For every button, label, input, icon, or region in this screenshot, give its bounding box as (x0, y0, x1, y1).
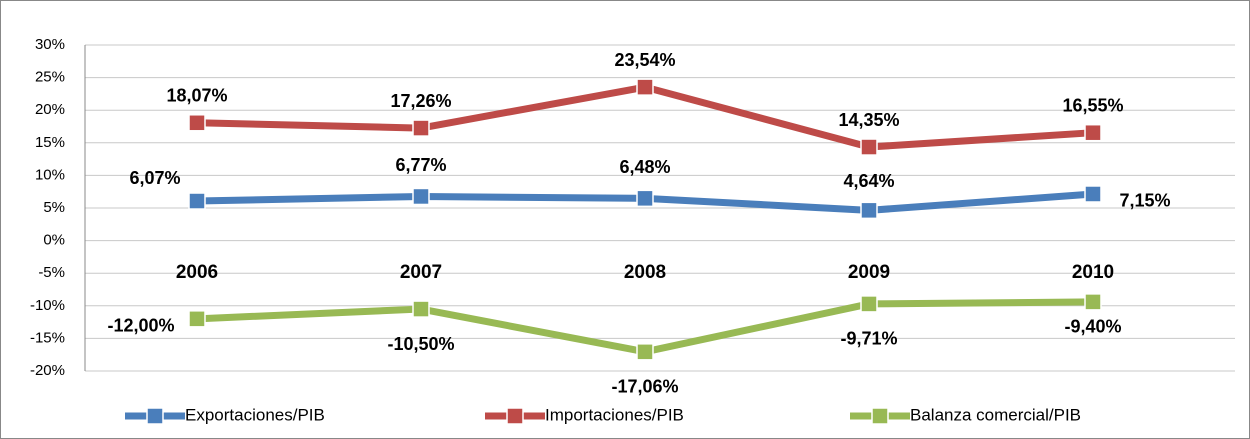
x-tick-label: 2010 (1072, 262, 1114, 283)
x-tick-label: 2006 (176, 262, 218, 283)
data-label: -10,50% (387, 334, 454, 354)
marker (1084, 123, 1102, 142)
marker (412, 300, 430, 318)
data-label: -9,71% (840, 329, 897, 349)
y-tick-label: -10% (30, 297, 65, 314)
legend-label: Balanza comercial/PIB (910, 405, 1081, 424)
marker (412, 187, 430, 206)
y-tick-label: 5% (43, 199, 65, 216)
data-label: 7,15% (1119, 191, 1170, 211)
y-tick-label: 30% (35, 36, 65, 53)
marker (636, 343, 654, 361)
legend-marker (871, 407, 889, 425)
legend-label: Exportaciones/PIB (185, 405, 325, 424)
x-tick-label: 2009 (848, 262, 890, 283)
y-tick-label: -5% (38, 264, 65, 281)
data-label: 14,35% (838, 110, 899, 130)
marker (1084, 293, 1102, 311)
data-label: 23,54% (614, 50, 675, 70)
data-label: -9,40% (1064, 317, 1121, 337)
legend-marker (146, 407, 164, 425)
marker (636, 78, 654, 96)
x-tick-label: 2007 (400, 262, 442, 283)
y-tick-label: -15% (30, 329, 65, 346)
data-label: 6,77% (395, 155, 446, 175)
marker (860, 138, 878, 156)
marker (636, 189, 654, 208)
y-tick-label: 10% (35, 166, 65, 183)
y-tick-label: -20% (30, 362, 65, 379)
y-tick-label: 25% (35, 69, 65, 86)
data-label: 6,48% (619, 157, 670, 177)
x-tick-label: 2008 (624, 262, 666, 283)
data-label: 17,26% (390, 91, 451, 111)
marker (860, 201, 878, 220)
marker (412, 119, 430, 137)
marker (188, 114, 206, 132)
data-label: 16,55% (1062, 95, 1123, 115)
y-tick-label: 0% (43, 232, 65, 249)
data-label: -12,00% (107, 316, 174, 336)
data-label: 18,07% (166, 86, 227, 106)
legend-marker (506, 407, 524, 425)
marker (188, 310, 206, 328)
y-tick-label: 20% (35, 101, 65, 118)
data-label: 6,07% (129, 168, 180, 188)
data-label: -17,06% (611, 377, 678, 397)
marker (1084, 185, 1102, 203)
marker (860, 295, 878, 313)
y-tick-label: 15% (35, 134, 65, 151)
data-label: 4,64% (843, 171, 894, 191)
marker (188, 192, 206, 210)
legend-label: Importaciones/PIB (545, 405, 684, 424)
